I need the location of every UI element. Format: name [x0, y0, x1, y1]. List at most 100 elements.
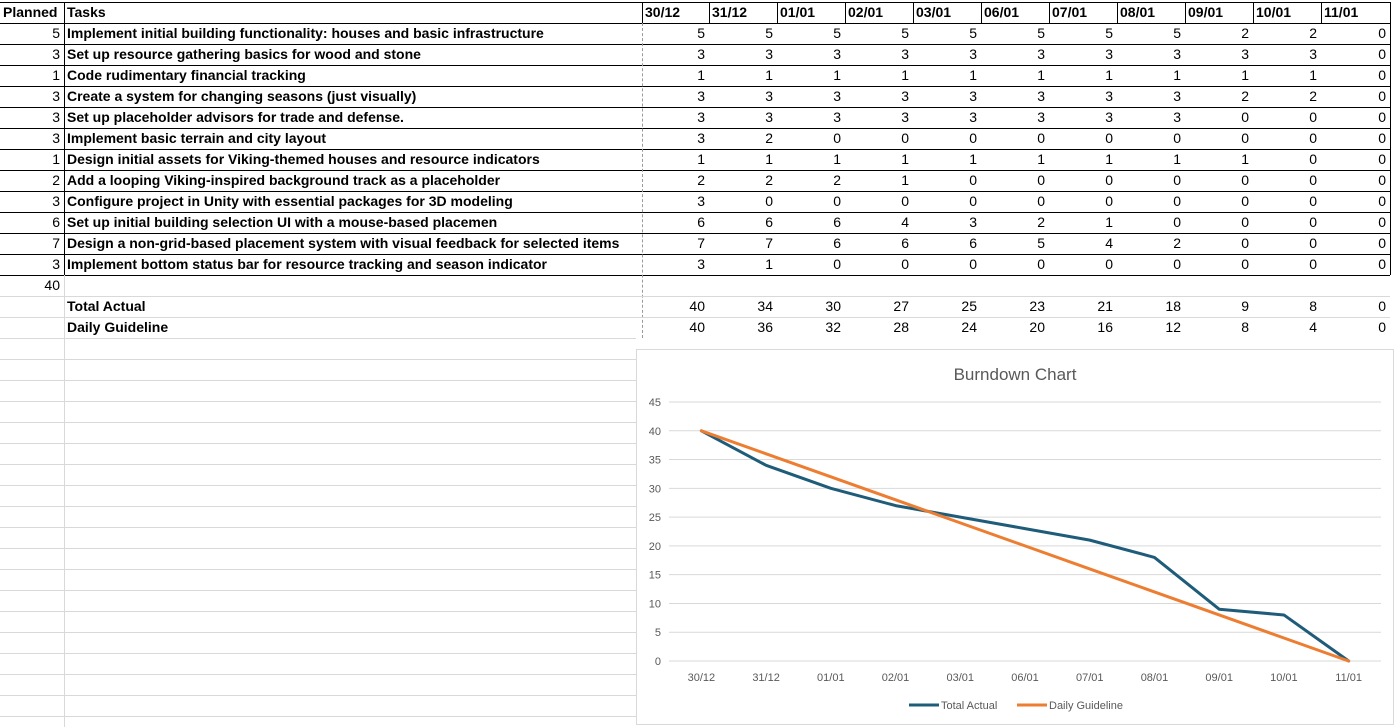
- remaining-cell[interactable]: 3: [1309, 46, 1317, 62]
- remaining-cell[interactable]: 1: [901, 67, 909, 83]
- remaining-cell[interactable]: 3: [969, 88, 977, 104]
- remaining-cell[interactable]: 3: [765, 88, 773, 104]
- remaining-cell[interactable]: 6: [833, 235, 841, 251]
- remaining-cell[interactable]: 1: [1173, 151, 1181, 167]
- remaining-cell[interactable]: 2: [1037, 214, 1045, 230]
- remaining-cell[interactable]: 0: [1105, 172, 1113, 188]
- header-date[interactable]: 09/01: [1188, 4, 1224, 20]
- remaining-cell[interactable]: 1: [765, 151, 773, 167]
- remaining-cell[interactable]: 0: [1309, 151, 1317, 167]
- remaining-cell[interactable]: 3: [969, 109, 977, 125]
- remaining-cell[interactable]: 0: [1173, 256, 1181, 272]
- remaining-cell[interactable]: 6: [833, 214, 841, 230]
- remaining-cell[interactable]: 0: [969, 256, 977, 272]
- remaining-cell[interactable]: 0: [1309, 193, 1317, 209]
- remaining-cell[interactable]: 0: [1378, 109, 1386, 125]
- remaining-cell[interactable]: 3: [1105, 88, 1113, 104]
- remaining-cell[interactable]: 2: [765, 172, 773, 188]
- summary-value[interactable]: 12: [1165, 319, 1181, 335]
- remaining-cell[interactable]: 3: [901, 109, 909, 125]
- remaining-cell[interactable]: 7: [697, 235, 705, 251]
- header-date[interactable]: 11/01: [1324, 4, 1359, 20]
- summary-value[interactable]: 0: [1378, 319, 1386, 335]
- remaining-cell[interactable]: 5: [1037, 25, 1045, 41]
- header-tasks[interactable]: Tasks: [67, 4, 106, 20]
- remaining-cell[interactable]: 1: [697, 151, 705, 167]
- remaining-cell[interactable]: 6: [765, 214, 773, 230]
- summary-value[interactable]: 16: [1097, 319, 1113, 335]
- remaining-cell[interactable]: 3: [697, 46, 705, 62]
- summary-value[interactable]: 36: [757, 319, 773, 335]
- remaining-cell[interactable]: 0: [765, 193, 773, 209]
- remaining-cell[interactable]: 3: [1241, 46, 1249, 62]
- task-cell[interactable]: Set up resource gathering basics for woo…: [67, 46, 421, 62]
- remaining-cell[interactable]: 3: [969, 214, 977, 230]
- remaining-cell[interactable]: 0: [1241, 193, 1249, 209]
- task-cell[interactable]: Implement basic terrain and city layout: [67, 130, 327, 146]
- remaining-cell[interactable]: 0: [1309, 214, 1317, 230]
- remaining-cell[interactable]: 0: [1105, 130, 1113, 146]
- remaining-cell[interactable]: 3: [1105, 109, 1113, 125]
- remaining-cell[interactable]: 0: [1173, 193, 1181, 209]
- remaining-cell[interactable]: 3: [697, 193, 705, 209]
- remaining-cell[interactable]: 0: [1241, 214, 1249, 230]
- remaining-cell[interactable]: 0: [1173, 214, 1181, 230]
- remaining-cell[interactable]: 3: [765, 46, 773, 62]
- remaining-cell[interactable]: 0: [1309, 109, 1317, 125]
- summary-value[interactable]: 25: [961, 298, 977, 314]
- summary-value[interactable]: 8: [1309, 298, 1317, 314]
- remaining-cell[interactable]: 2: [1241, 88, 1249, 104]
- remaining-cell[interactable]: 0: [1378, 25, 1386, 41]
- remaining-cell[interactable]: 1: [969, 151, 977, 167]
- summary-value[interactable]: 24: [961, 319, 977, 335]
- remaining-cell[interactable]: 0: [833, 193, 841, 209]
- summary-value[interactable]: 4: [1309, 319, 1317, 335]
- remaining-cell[interactable]: 3: [833, 46, 841, 62]
- remaining-cell[interactable]: 3: [1105, 46, 1113, 62]
- remaining-cell[interactable]: 2: [1309, 25, 1317, 41]
- remaining-cell[interactable]: 1: [1173, 67, 1181, 83]
- task-cell[interactable]: Add a looping Viking-inspired background…: [67, 172, 501, 188]
- summary-value[interactable]: 9: [1241, 298, 1249, 314]
- remaining-cell[interactable]: 5: [901, 25, 909, 41]
- remaining-cell[interactable]: 2: [833, 172, 841, 188]
- remaining-cell[interactable]: 3: [901, 88, 909, 104]
- planned-cell[interactable]: 7: [52, 235, 60, 251]
- header-date[interactable]: 30/12: [645, 4, 681, 20]
- remaining-cell[interactable]: 1: [1105, 67, 1113, 83]
- planned-cell[interactable]: 3: [52, 46, 60, 62]
- remaining-cell[interactable]: 1: [1037, 67, 1045, 83]
- remaining-cell[interactable]: 4: [1105, 235, 1113, 251]
- remaining-cell[interactable]: 2: [765, 130, 773, 146]
- remaining-cell[interactable]: 2: [697, 172, 705, 188]
- remaining-cell[interactable]: 3: [901, 46, 909, 62]
- remaining-cell[interactable]: 3: [833, 88, 841, 104]
- remaining-cell[interactable]: 0: [1037, 172, 1045, 188]
- remaining-cell[interactable]: 3: [1173, 109, 1181, 125]
- header-date[interactable]: 10/01: [1256, 4, 1292, 20]
- summary-label[interactable]: Total Actual: [67, 298, 146, 314]
- remaining-cell[interactable]: 0: [1309, 130, 1317, 146]
- remaining-cell[interactable]: 0: [1105, 256, 1113, 272]
- remaining-cell[interactable]: 3: [1037, 88, 1045, 104]
- remaining-cell[interactable]: 0: [969, 130, 977, 146]
- remaining-cell[interactable]: 2: [1309, 88, 1317, 104]
- remaining-cell[interactable]: 0: [1037, 193, 1045, 209]
- burndown-chart-panel[interactable]: Burndown Chart 0 5 10 15 20 25 30 35 40 45 30/12 31/…: [636, 349, 1394, 725]
- planned-cell[interactable]: 3: [52, 256, 60, 272]
- remaining-cell[interactable]: 0: [1309, 235, 1317, 251]
- planned-cell[interactable]: 6: [52, 214, 60, 230]
- remaining-cell[interactable]: 0: [833, 130, 841, 146]
- header-date[interactable]: 02/01: [848, 4, 884, 20]
- planned-cell[interactable]: 1: [52, 67, 60, 83]
- task-cell[interactable]: Code rudimentary financial tracking: [67, 67, 306, 83]
- header-date[interactable]: 08/01: [1120, 4, 1156, 20]
- remaining-cell[interactable]: 0: [1105, 193, 1113, 209]
- remaining-cell[interactable]: 0: [1378, 172, 1386, 188]
- summary-value[interactable]: 34: [757, 298, 773, 314]
- summary-value[interactable]: 32: [825, 319, 841, 335]
- remaining-cell[interactable]: 3: [1173, 88, 1181, 104]
- planned-total[interactable]: 40: [44, 277, 60, 293]
- planned-cell[interactable]: 3: [52, 193, 60, 209]
- remaining-cell[interactable]: 5: [1105, 25, 1113, 41]
